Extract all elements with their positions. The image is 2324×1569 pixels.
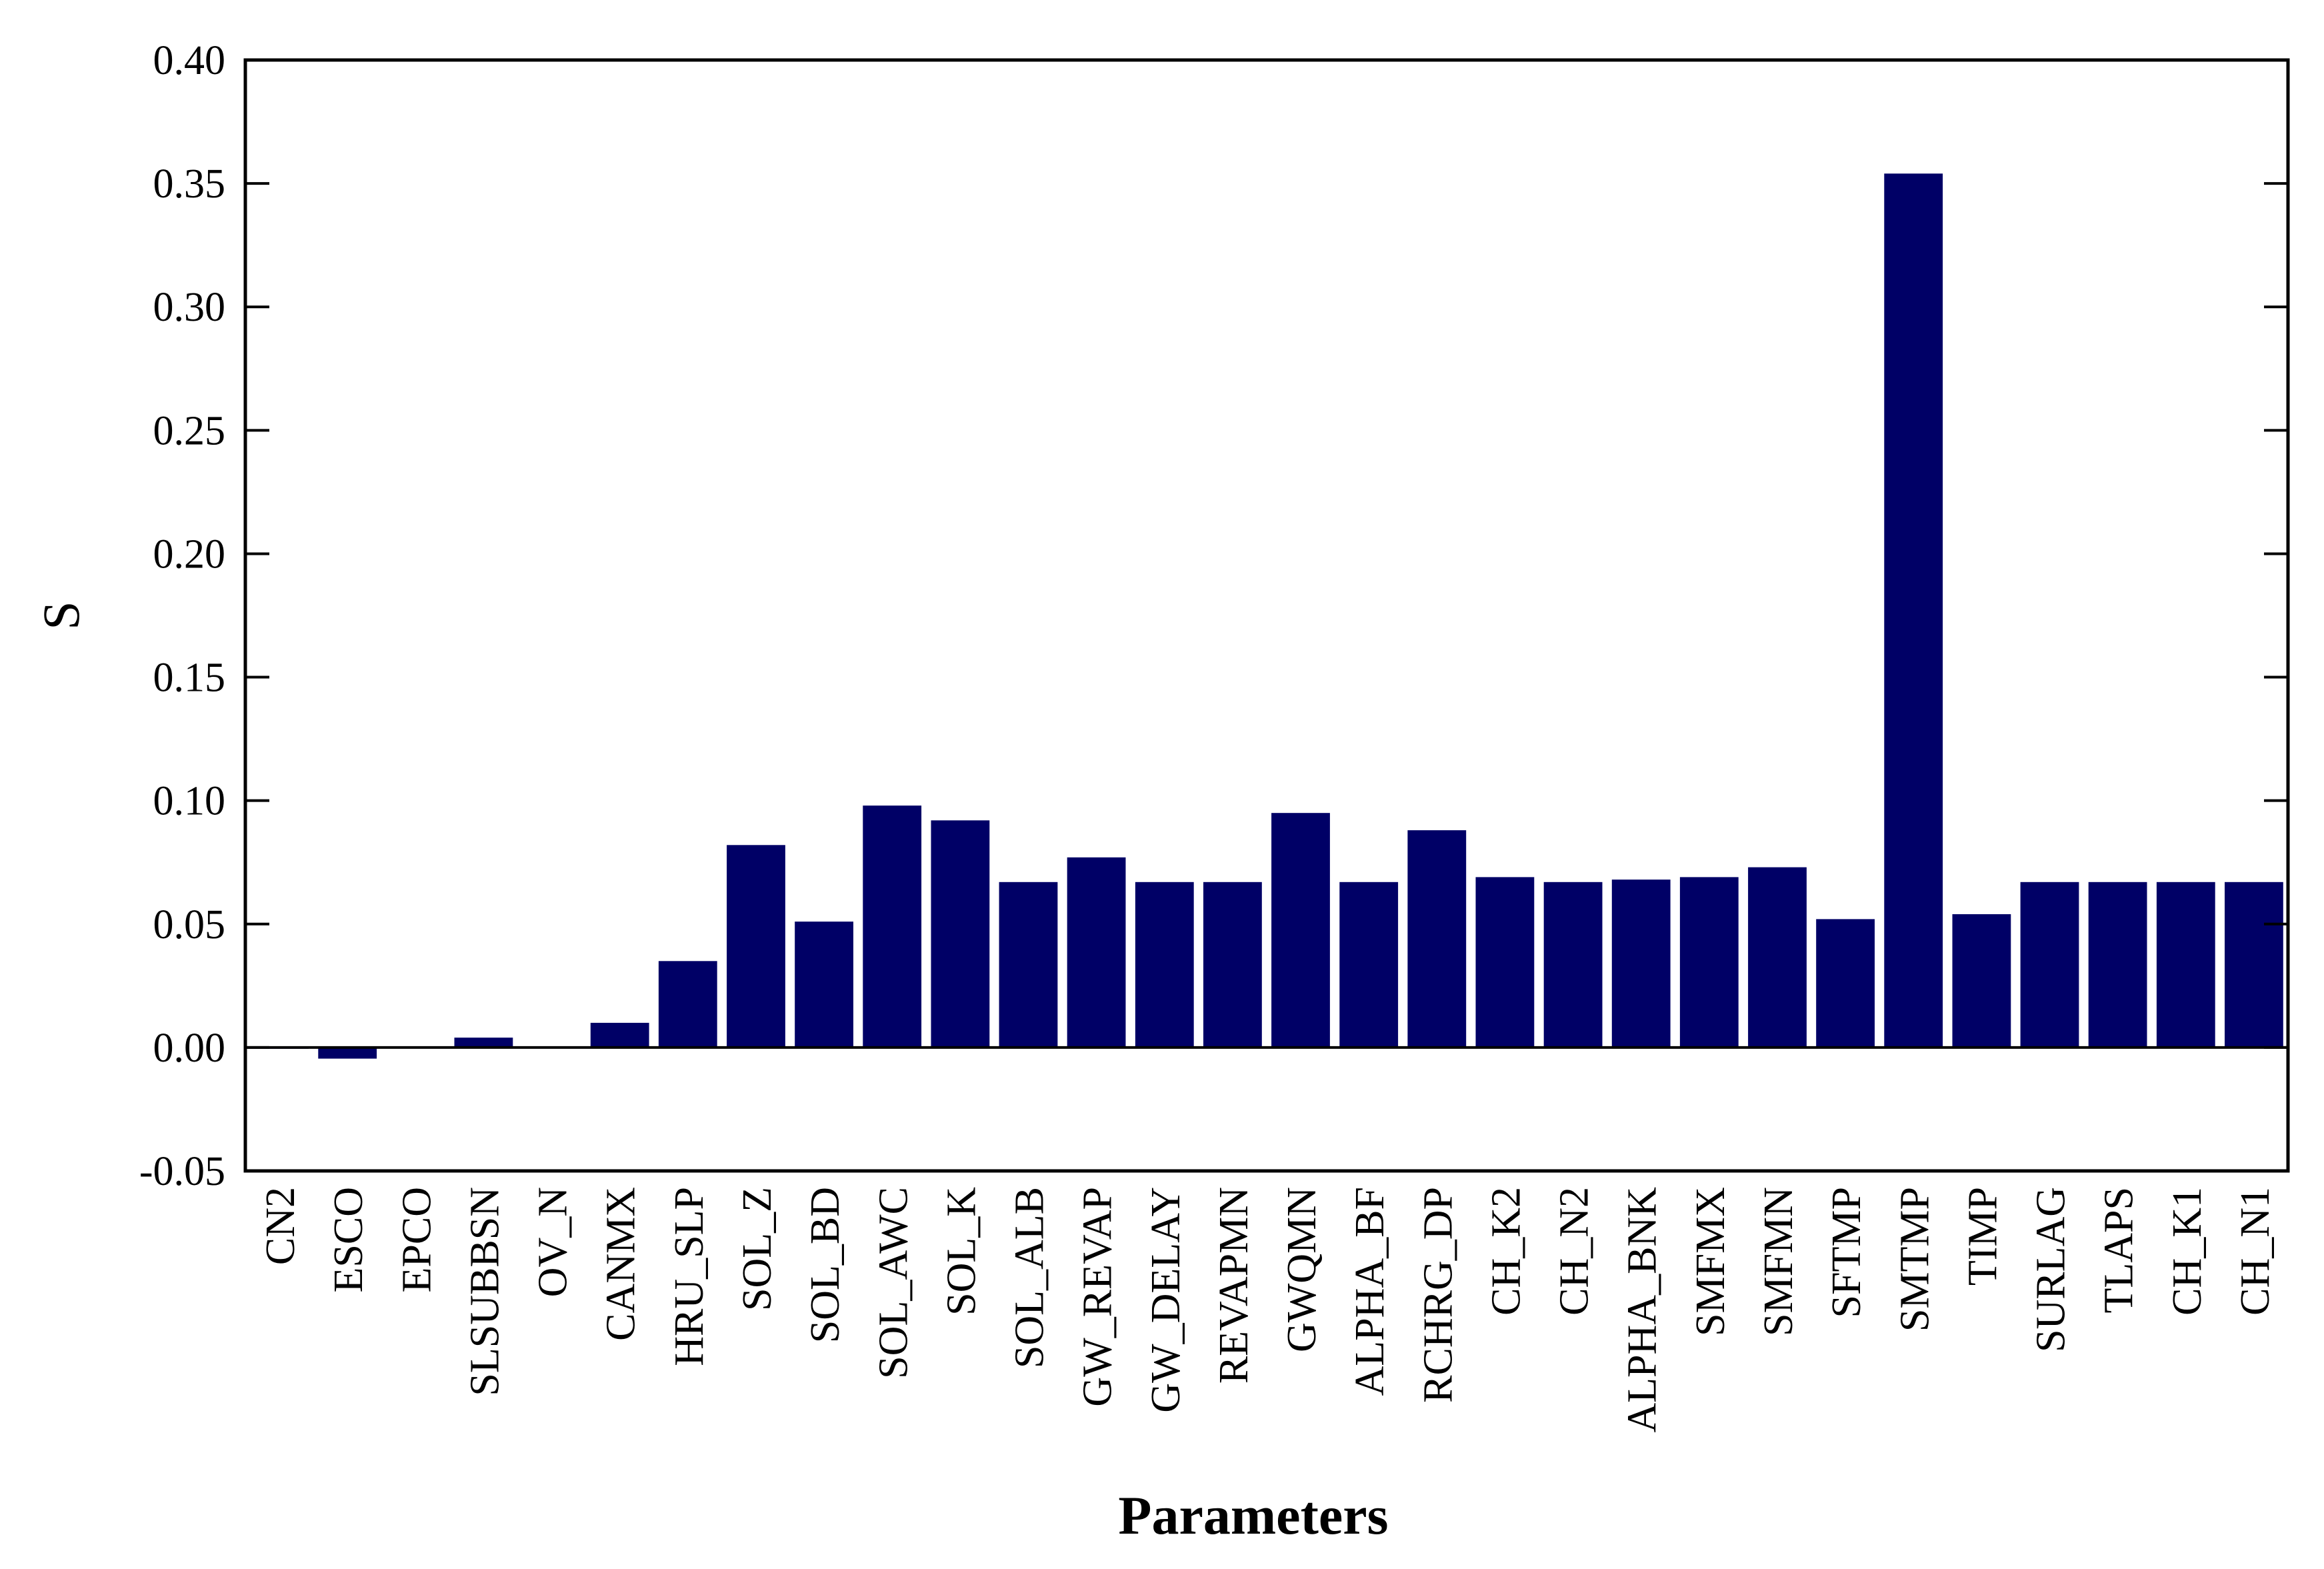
x-tick-label: CH_N1 (2233, 1187, 2278, 1316)
bar-alpha-bf (1339, 882, 1399, 1048)
x-tick-label: SOL_BD (803, 1187, 848, 1343)
y-tick-label: 0.15 (153, 655, 226, 701)
bar-sol-bd (795, 922, 853, 1048)
x-axis-tick-labels: CN2 ESCO EPCO SLSUBBSN OV_N CANMX HRU_SLP SOL_Z… (258, 1187, 2278, 1433)
y-tick-label: 0.40 (153, 38, 226, 83)
x-tick-label: ALPHA_BF (1347, 1187, 1393, 1396)
x-tick-label: GW_REVAP (1075, 1187, 1121, 1407)
y-tick-label: 0.35 (153, 161, 226, 207)
bar-gwqmn (1271, 813, 1330, 1048)
x-tick-label: SLSUBBSN (463, 1187, 508, 1396)
bar-ch-k1 (2156, 882, 2215, 1048)
y-tick-label: -0.05 (139, 1149, 225, 1194)
bar-gw-revap (1067, 857, 1126, 1048)
plot-frame (243, 58, 2290, 1173)
x-tick-label: SOL_AWC (871, 1187, 916, 1379)
y-axis-tick-labels: -0.05 0.00 0.05 0.10 0.15 0.20 0.25 0.30 0.35 0.4… (139, 38, 225, 1194)
x-tick-label: GWQMN (1279, 1187, 1325, 1352)
x-tick-label: SOL_Z (735, 1187, 780, 1311)
x-tick-label: CH_N2 (1552, 1187, 1597, 1316)
bar-alpha-bnk (1611, 880, 1671, 1048)
bar-sol-awc (863, 806, 922, 1048)
x-tick-label: ALPHA_BNK (1620, 1187, 1665, 1433)
bar-ch-k2 (1475, 877, 1535, 1048)
bar-tlaps (2088, 882, 2147, 1048)
y-axis-title: S (32, 601, 90, 629)
x-tick-label: CN2 (258, 1187, 303, 1265)
bar-revapmn (1203, 882, 1262, 1048)
bar-surlag (2020, 882, 2079, 1048)
y-tick-label: 0.00 (153, 1026, 226, 1071)
y-tick-label: 0.20 (153, 531, 226, 577)
x-tick-label: RCHRG_DP (1415, 1187, 1461, 1403)
bar-smfmx (1679, 877, 1739, 1048)
x-tick-label: REVAPMN (1211, 1187, 1257, 1384)
x-tick-label: CANMX (599, 1187, 644, 1341)
x-tick-label: SOL_K (939, 1187, 984, 1316)
y-tick-label: 0.05 (153, 902, 226, 948)
y-axis-ticks (245, 59, 2288, 1172)
bar-smtmp (1884, 173, 1943, 1048)
x-tick-label: GW_DELAY (1143, 1187, 1189, 1413)
bar-timp (1952, 914, 2011, 1048)
bar-esco (318, 1047, 377, 1059)
bar-rchrg-dp (1407, 830, 1467, 1048)
bar-sol-k (931, 820, 990, 1048)
x-tick-label: TIMP (1960, 1187, 2005, 1286)
x-tick-label: TLAPS (2097, 1187, 2142, 1313)
bar-canmx (590, 1022, 649, 1048)
x-tick-label: SOL_ALB (1007, 1187, 1053, 1368)
x-tick-label: SMTMP (1892, 1187, 1937, 1332)
bar-gw-delay (1135, 882, 1194, 1048)
x-tick-label: HRU_SLP (667, 1187, 712, 1366)
x-tick-label: ESCO (326, 1187, 371, 1292)
bars-group (250, 173, 2283, 1059)
bar-hru-slp (658, 961, 717, 1048)
bar-slsubbsn (454, 1038, 513, 1048)
x-tick-label: SURLAG (2029, 1187, 2074, 1352)
y-tick-label: 0.25 (153, 408, 226, 453)
bar-sol-alb (999, 882, 1058, 1048)
x-tick-label: SFTMP (1824, 1187, 1869, 1318)
x-tick-label: EPCO (394, 1187, 439, 1292)
x-tick-label: CH_K1 (2165, 1187, 2210, 1316)
bar-sol-z (727, 845, 785, 1048)
y-tick-label: 0.10 (153, 779, 226, 824)
bar-smfmn (1748, 867, 1807, 1048)
bar-ch-n2 (1543, 882, 1603, 1048)
bar-ch-n1 (2225, 882, 2283, 1048)
x-tick-label: SMFMX (1688, 1187, 1733, 1336)
x-tick-label: SMFMN (1756, 1187, 1801, 1336)
x-axis-title: Parameters (1118, 1485, 1388, 1546)
x-tick-label: OV_N (531, 1187, 576, 1297)
bar-sftmp (1816, 919, 1875, 1048)
y-tick-label: 0.30 (153, 285, 226, 330)
x-tick-label: CH_K2 (1484, 1187, 1529, 1316)
